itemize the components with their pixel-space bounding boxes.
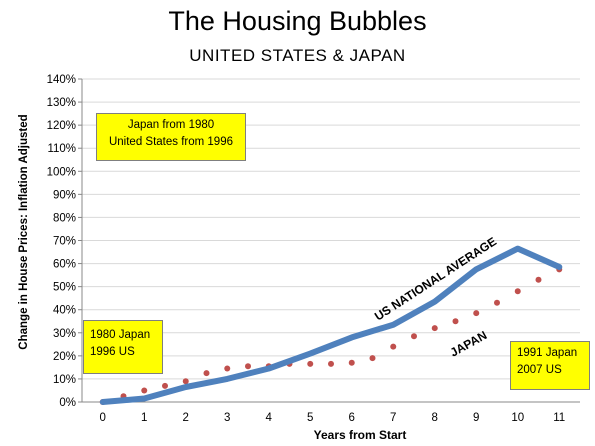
series-layer [99,245,563,405]
chart-title: The Housing Bubbles [168,6,427,36]
y-axis-label: Change in House Prices: Inflation Adjust… [18,114,30,350]
annotation-year-zero: 1980 Japan 1996 US [83,320,163,374]
y-tick-label: 110% [47,143,76,155]
annotation-start-years-line1: Japan from 1980 [127,119,215,131]
japan-data-point [307,360,314,367]
japan-data-point [141,387,148,394]
x-tick-labels: 0 1 2 3 4 5 6 7 8 9 10 11 [100,412,566,424]
x-tick-label: 3 [224,412,230,424]
japan-data-point [348,359,355,366]
x-tick-label: 10 [511,412,524,424]
y-tick-label: 100% [47,166,76,178]
japan-data-point [452,318,459,325]
y-tick-label: 60% [53,259,76,271]
japan-data-point [494,299,500,306]
y-tick-label: 80% [53,212,76,224]
japan-data-point [390,343,397,350]
x-tick-label: 1 [141,412,147,424]
x-tick-label: 2 [183,412,189,424]
annotation-year-zero-line2: 1996 US [90,346,135,358]
y-tick-label: 0% [59,397,76,409]
annotation-year-zero-line1: 1980 Japan [90,329,151,341]
y-tick-label: 20% [53,351,76,363]
japan-data-point [369,355,376,362]
us-series-line [99,245,563,405]
japan-data-point [535,276,542,283]
y-tick-label: 130% [47,97,76,109]
x-tick-label: 11 [553,412,565,424]
annotation-peak-years: 1991 Japan 2007 US [510,341,590,390]
japan-data-point [328,360,334,367]
x-tick-label: 7 [390,412,396,424]
x-tick-label: 5 [307,412,313,424]
y-tick-label: 70% [53,236,76,248]
y-tick-label: 10% [53,374,76,386]
annotation-peak-years-line2: 2007 US [517,364,562,376]
y-tick-labels: 0% 10% 20% 30% 40% 50% 60% 70% 80% 90% 100% 110% 120… [47,74,76,409]
annotation-start-years-line2: United States from 1996 [108,136,233,148]
x-tick-label: 0 [100,412,106,424]
japan-data-point [431,325,438,332]
japan-data-point [245,363,251,370]
x-tick-label: 4 [266,412,273,424]
y-tick-label: 140% [47,74,76,86]
japan-data-point [514,288,521,295]
chart-subtitle: UNITED STATES & JAPAN [189,46,406,65]
x-tick-label: 9 [473,412,479,424]
japan-data-point [162,382,168,389]
y-tick-label: 90% [53,189,76,201]
japan-data-point [473,310,480,317]
x-tick-label: 6 [349,412,355,424]
x-axis-label: Years from Start [313,428,407,442]
y-tick-label: 50% [53,282,76,294]
y-tick-label: 120% [47,120,76,132]
japan-data-point [224,365,231,372]
annotation-start-years: Japan from 1980 United States from 1996 [96,113,246,161]
x-tick-label: 8 [432,412,438,424]
japan-data-point [203,370,210,377]
japan-data-point [411,333,417,340]
y-tick-label: 30% [53,328,76,340]
axes [78,78,580,403]
y-tick-label: 40% [53,305,76,317]
annotation-peak-years-line1: 1991 Japan [517,347,578,359]
japan-data-point [182,378,189,385]
